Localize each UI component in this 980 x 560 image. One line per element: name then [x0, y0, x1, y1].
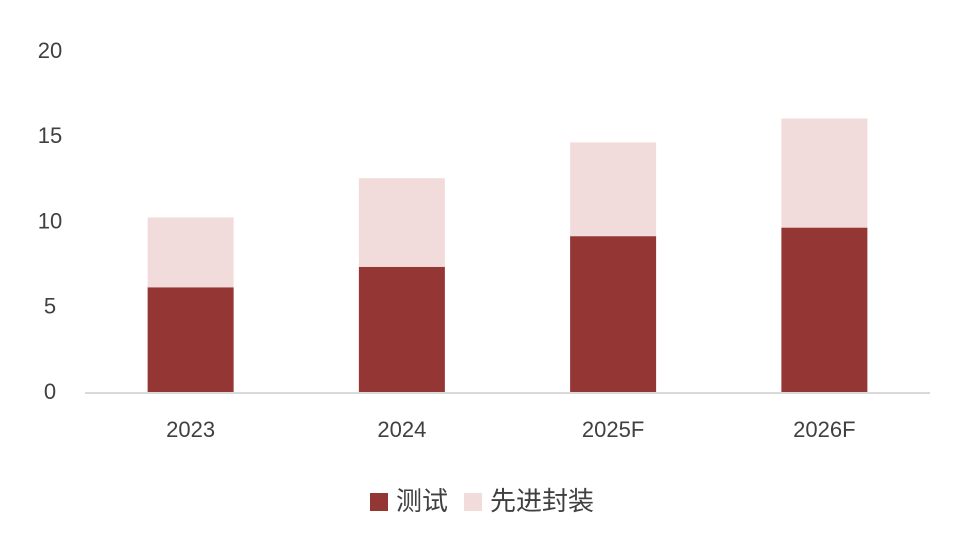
bar-segment [570, 142, 657, 237]
y-tick-label: 5 [44, 294, 56, 319]
y-tick-label: 15 [38, 123, 62, 148]
legend-label: 测试 [396, 486, 448, 516]
bar-segment [781, 118, 868, 228]
bar-segment [781, 227, 868, 393]
y-tick-label: 0 [44, 379, 56, 404]
legend-swatch [464, 493, 483, 511]
legend-swatch [370, 493, 388, 511]
x-tick-label: 2025F [582, 417, 644, 442]
x-tick-label: 2023 [166, 417, 215, 442]
bar-segment [147, 287, 234, 393]
bar-segment [358, 178, 445, 267]
legend-label: 先进封装 [490, 486, 594, 516]
y-tick-label: 20 [38, 38, 62, 63]
x-tick-label: 2024 [377, 417, 426, 442]
bar-segment [570, 236, 657, 393]
bar-segment [358, 266, 445, 393]
y-tick-label: 10 [38, 208, 62, 233]
x-tick-label: 2026F [793, 417, 855, 442]
bar-segment [147, 217, 234, 288]
